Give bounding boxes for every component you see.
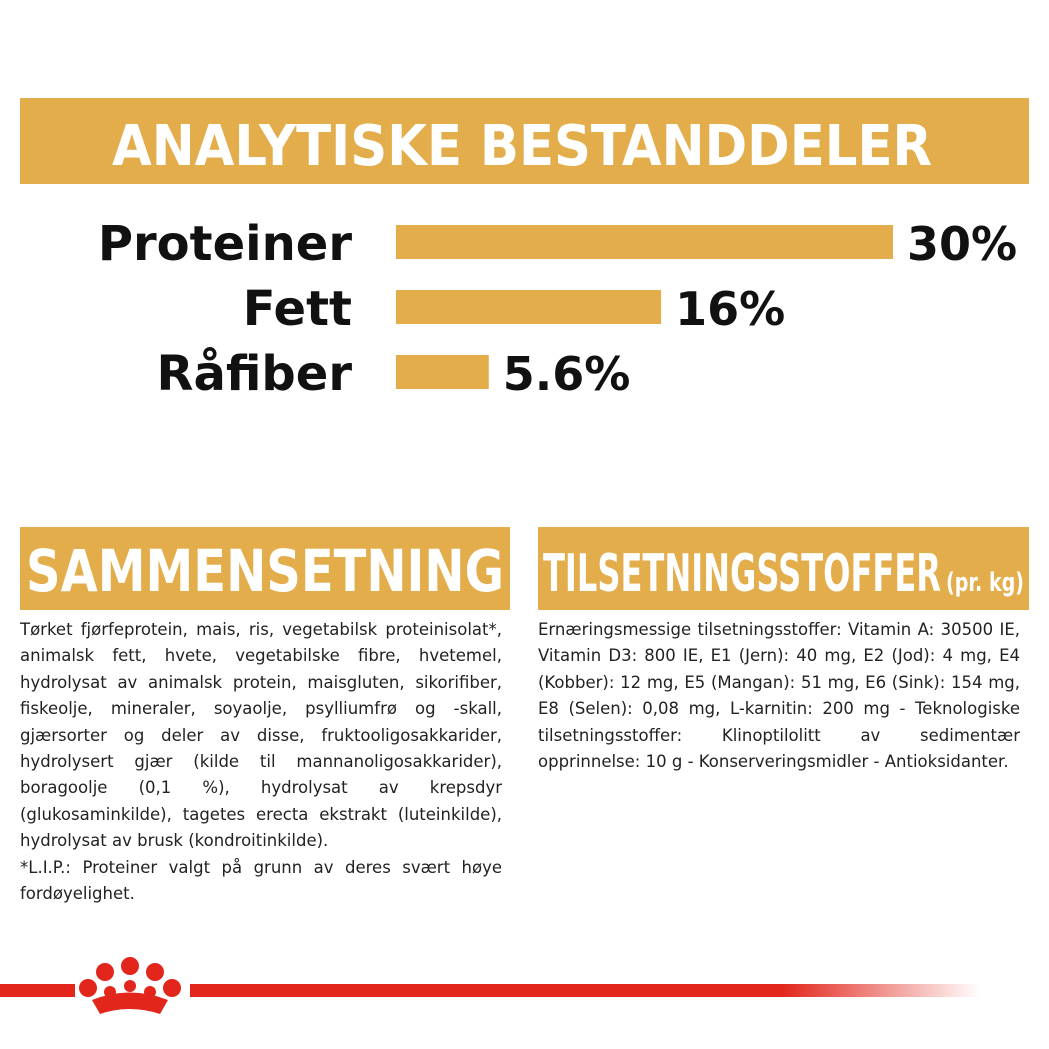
note: *L.I.P.: Proteiner valgt på grunn av der… xyxy=(20,857,502,904)
value-label: 5.6% xyxy=(503,347,631,401)
additives-text: Ernæringsmessige tilsetningsstoffer: Vit… xyxy=(538,617,1020,775)
section-unit: (pr. kg) xyxy=(946,568,1024,598)
composition-text: Tørket fjørfeprotein, mais, ris, vegetab… xyxy=(20,617,502,907)
brand-line xyxy=(0,984,75,997)
section-title: TILSETNINGSSTOFFER xyxy=(543,544,941,604)
title-band xyxy=(20,98,1029,184)
category-label: Råfiber xyxy=(156,346,352,402)
value-label: 16% xyxy=(675,282,785,336)
bar xyxy=(396,225,893,259)
text: Tørket fjørfeprotein, mais, ris, vegetab… xyxy=(20,620,502,851)
category-label: Fett xyxy=(243,281,352,337)
logo xyxy=(79,957,181,1014)
brand-line xyxy=(190,984,980,997)
chart-title: ANALYTISKE BESTANDDELER xyxy=(112,114,932,179)
section-band xyxy=(20,527,510,610)
category-label: Proteiner xyxy=(98,216,353,272)
bar xyxy=(396,355,489,389)
section-title: SAMMENSETNING xyxy=(26,537,504,605)
value-label: 30% xyxy=(907,217,1017,271)
text: Ernæringsmessige tilsetningsstoffer: Vit… xyxy=(538,620,1020,772)
bar xyxy=(396,290,662,324)
section-band xyxy=(538,527,1029,610)
